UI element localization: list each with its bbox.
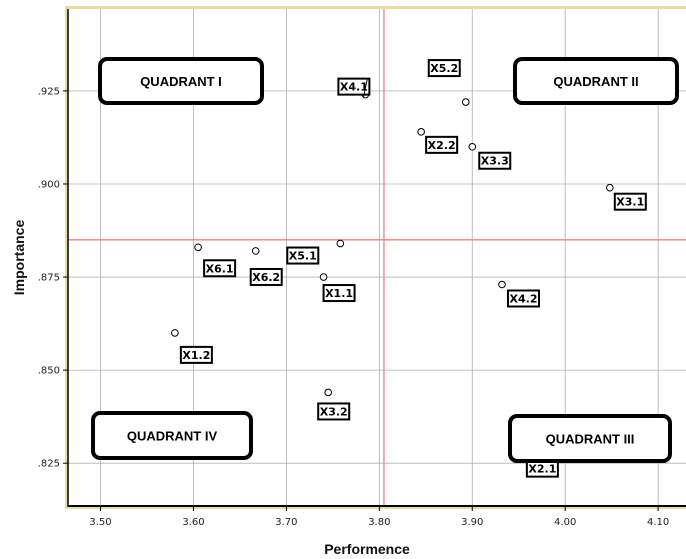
svg-text:X3.2: X3.2 [320,405,348,418]
svg-text:X6.2: X6.2 [252,271,280,284]
x-tick-label: 3.80 [368,517,390,528]
x-tick-label: 3.50 [89,517,111,528]
data-point [336,239,345,248]
point-label: X1.2 [179,345,213,364]
svg-text:X4.1: X4.1 [340,81,368,94]
quadrant-2-box: QUADRANT II [513,57,679,105]
point-label: X4.1 [337,77,371,98]
quadrant-3-box: QUADRANT III [508,414,672,463]
point-label: X4.2 [506,289,540,308]
x-tick-label: 3.60 [182,517,204,528]
x-tick-label: 4.10 [647,517,669,528]
quadrant-4-box: QUADRANT IV [91,411,253,460]
plot-border [65,6,686,509]
point-label: X5.2 [427,59,461,78]
svg-text:X2.1: X2.1 [528,463,556,476]
y-tick-label: .925 [38,86,60,97]
axis-ticks: 3.50 3.60 3.70 3.80 3.90 4.00 4.10 .825 .850 .875… [38,86,670,528]
quadrant-1-box: QUADRANT I [98,57,264,105]
svg-text:X6.1: X6.1 [206,262,234,275]
reference-lines [68,9,686,506]
plot-frame [65,6,686,509]
label-leader [362,78,368,98]
y-tick-label: .875 [38,273,60,284]
svg-text:X3.1: X3.1 [616,196,644,209]
data-point [605,183,614,192]
quadrant-3-label: QUADRANT III [546,432,635,447]
data-point [417,128,425,136]
data-point [171,329,179,337]
data-point [468,142,477,151]
x-axis-title: Performence [324,541,410,557]
point-label: X3.3 [478,151,512,170]
data-points: X4.1 X5.2 X2.2 X3.3 X3.1 X6.1 X6.2 X5.1 X1.1 X4.2… [171,59,647,478]
point-label: X6.1 [203,259,237,278]
data-point [251,247,260,255]
x-tick-label: 4.00 [554,517,576,528]
point-label: X5.1 [286,246,320,265]
quadrant-4-label: QUADRANT IV [127,429,218,444]
quadrant-labels: QUADRANT I QUADRANT II QUADRANT III QUADRAN… [91,57,679,463]
x-tick-label: 3.90 [461,517,483,528]
svg-text:X4.2: X4.2 [510,292,538,305]
svg-text:X3.3: X3.3 [481,155,509,168]
quadrant-1-label: QUADRANT I [140,74,222,89]
point-label: X2.1 [525,459,559,478]
svg-text:X1.2: X1.2 [182,349,210,362]
y-axis-title: Importance [11,220,27,296]
data-point [324,388,333,397]
point-label: X3.1 [613,192,647,211]
point-label: X3.2 [317,402,351,421]
data-point [498,280,506,289]
y-tick-label: .825 [38,459,60,470]
y-tick-label: .900 [38,179,60,190]
data-point [319,273,328,281]
point-label: X6.2 [249,267,283,286]
quadrant-2-label: QUADRANT II [553,74,638,89]
data-point [461,98,470,106]
x-tick-label: 3.70 [275,517,297,528]
point-label: X1.1 [322,284,356,303]
y-tick-label: .850 [38,366,60,377]
data-point [194,243,202,252]
svg-text:X2.2: X2.2 [428,139,456,152]
svg-text:X1.1: X1.1 [325,287,353,300]
svg-text:X5.1: X5.1 [289,250,317,263]
point-label: X2.2 [425,135,459,154]
svg-text:X5.2: X5.2 [430,62,458,75]
